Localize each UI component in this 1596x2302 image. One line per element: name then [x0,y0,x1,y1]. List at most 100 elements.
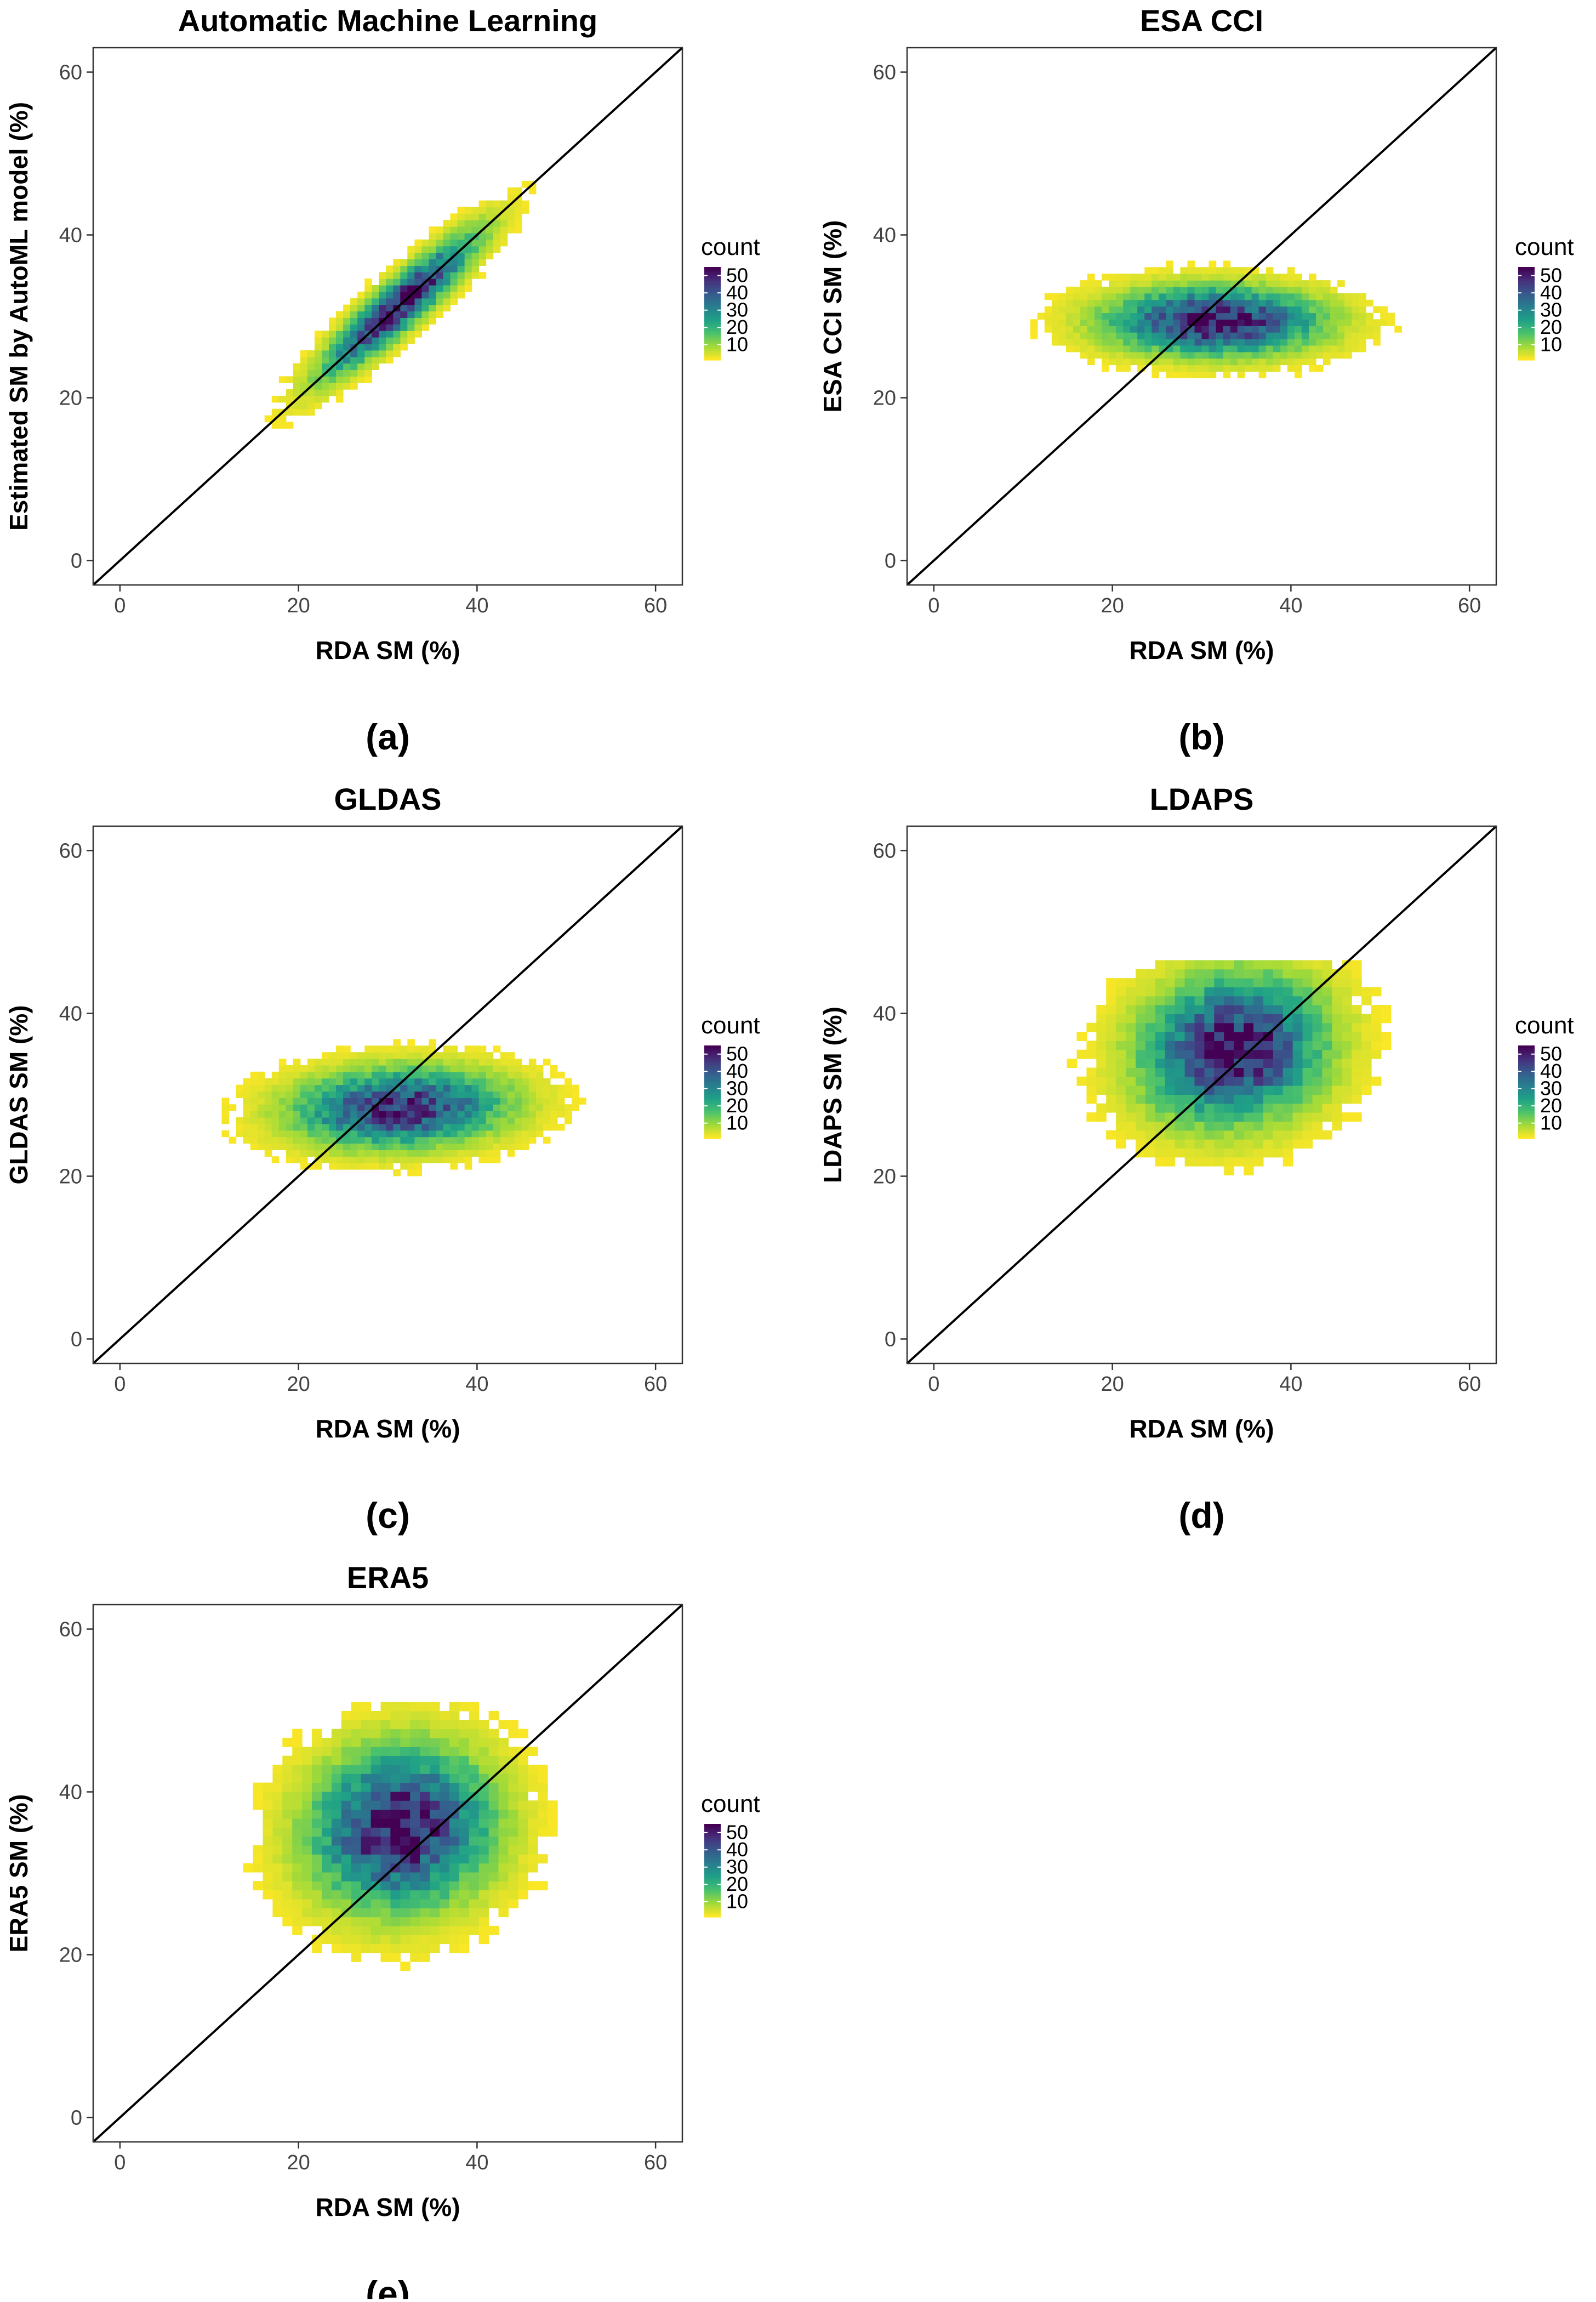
heat-cell [343,337,351,344]
heat-cell [1102,299,1109,307]
heat-cell [314,1136,322,1144]
heat-cell [518,1809,528,1819]
heat-cell [1209,260,1217,268]
heat-cell [464,1065,472,1072]
x-tick-label: 0 [928,1373,939,1396]
heat-cell [1214,987,1224,997]
heat-cell [1224,969,1234,979]
heat-cell [410,1729,420,1738]
heat-cell [508,1720,518,1730]
heat-cell [478,1117,487,1124]
heat-cell [331,1800,342,1810]
heat-cell [1273,1148,1284,1158]
heat-cell [1184,1130,1195,1140]
heat-cell [1214,969,1224,979]
heat-cell [429,246,436,253]
heat-cell [336,1091,344,1098]
heat-cell [500,1111,508,1118]
heat-cell [449,1729,460,1738]
heat-cell [386,1123,394,1131]
heat-cell [450,1143,458,1150]
heat-cell [1087,319,1095,326]
heat-cell [500,232,508,240]
heat-cell [329,1156,337,1163]
heat-cell [457,278,465,286]
heat-cell [407,1150,415,1157]
heat-cell [293,383,301,390]
heat-cell [1116,312,1124,320]
heat-cell [1263,1085,1274,1095]
heat-cell [457,226,465,234]
color-bar-step [1518,302,1535,305]
heat-cell [386,265,394,272]
heat-cell [414,1169,422,1176]
heat-cell [1145,1032,1156,1041]
heat-cell [478,1143,487,1150]
heat-cell [343,1059,351,1066]
heat-cell [420,1863,430,1873]
heat-cell [351,1872,362,1882]
heat-cell [1204,1094,1215,1104]
heat-cell [341,1747,352,1757]
heat-cell [250,1136,258,1144]
heat-cell [1253,1067,1264,1077]
heat-cell [1184,1103,1195,1113]
heat-cell [1316,306,1324,314]
heat-cell [302,1800,312,1810]
heat-cell [351,1702,362,1712]
color-bar-step [704,1129,721,1132]
heat-cell [457,1136,465,1144]
heat-cell [493,1091,501,1098]
heat-cell [1106,1059,1116,1068]
y-tick-label: 0 [71,1328,82,1351]
heat-cell [1273,987,1284,997]
color-bar-step [1518,1115,1535,1118]
heat-cell [528,1078,537,1085]
heat-cell [450,265,458,272]
heat-cell [410,1890,420,1900]
heat-cell [1184,1067,1195,1077]
heat-cell [572,1098,579,1105]
heat-cell [341,1800,352,1810]
chart-title: LDAPS [1150,782,1254,816]
heat-cell [1292,1059,1303,1068]
heat-cell [430,1872,440,1882]
heat-cell [557,1104,565,1111]
heat-cell [292,1818,303,1828]
heat-cell [300,1123,308,1131]
heat-cell [1136,987,1146,997]
heat-cell [379,1143,386,1150]
heat-cell [390,1917,401,1926]
heat-cell [263,1827,273,1837]
heat-cell [1173,365,1181,372]
heat-cell [478,1836,489,1846]
heat-cell [1214,1005,1224,1014]
heat-cell [414,1045,422,1053]
heat-cell [1234,1121,1244,1131]
heat-cell [1109,339,1116,346]
heat-cell [393,1143,401,1150]
heat-cell [1145,1148,1156,1158]
heat-cell [1224,1166,1234,1175]
legend-title: count [1515,1012,1574,1039]
heat-cell [243,1111,251,1118]
legend-tick-label: 30 [726,299,748,321]
heat-cell [307,395,315,403]
heat-cell [1258,319,1267,326]
heat-cell [343,1156,351,1163]
heat-cell [1095,339,1102,346]
heat-cell [364,1065,372,1072]
heat-cell [493,1123,501,1131]
heat-cell [1301,306,1309,314]
heat-cell [1352,293,1359,300]
heat-cell [1175,1076,1185,1086]
heat-cell [1322,1049,1332,1059]
heat-cell [1214,1103,1224,1113]
heat-cell [307,1084,315,1092]
heat-cell [1106,1032,1116,1041]
heat-cell [1173,358,1181,366]
heat-cell [350,324,358,331]
heat-cell [535,1098,544,1105]
heat-cell [1130,312,1138,320]
heat-cell [486,1059,494,1066]
